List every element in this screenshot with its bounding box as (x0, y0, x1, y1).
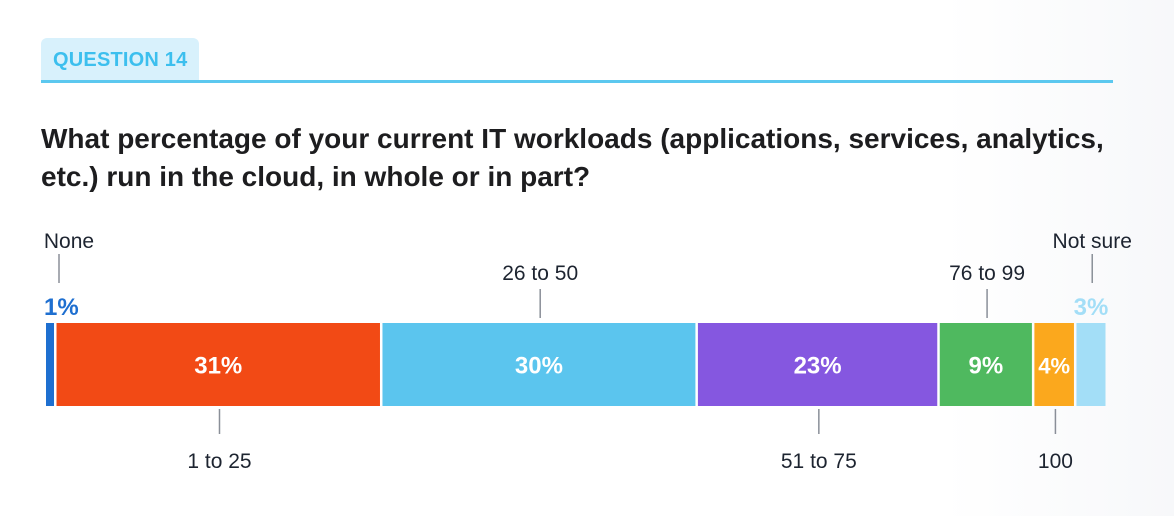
category-label-2: 26 to 50 (502, 262, 578, 285)
bar-segment-0 (46, 323, 55, 406)
category-label-5: 100 (1038, 450, 1073, 473)
bar-value-label-1: 31% (194, 353, 242, 380)
background-shade (944, 0, 1174, 516)
bar-segment-3 (697, 323, 938, 406)
bar-segment-6 (1076, 323, 1106, 406)
bar-value-label-0: 1% (44, 294, 79, 321)
category-label-1: 1 to 25 (187, 450, 251, 473)
bar-segment-4 (939, 323, 1032, 406)
bar-segment-5 (1034, 323, 1074, 406)
bar-segment-1 (56, 323, 380, 406)
bar-segment-2 (382, 323, 696, 406)
category-label-3: 51 to 75 (781, 450, 857, 473)
category-label-4: 76 to 99 (949, 262, 1025, 285)
category-label-6: Not sure (1053, 230, 1132, 253)
question-title: What percentage of your current IT workl… (41, 123, 1104, 192)
category-label-0: None (44, 230, 94, 253)
bar-value-label-2: 30% (515, 353, 563, 380)
bar-value-label-4: 9% (968, 353, 1003, 380)
question-tag: QUESTION 14 (41, 38, 200, 80)
bar-value-label-6: 3% (1074, 294, 1109, 321)
header-rule (41, 80, 1113, 83)
bar-value-label-3: 23% (794, 353, 842, 380)
bar-value-label-5: 4% (1038, 354, 1070, 379)
